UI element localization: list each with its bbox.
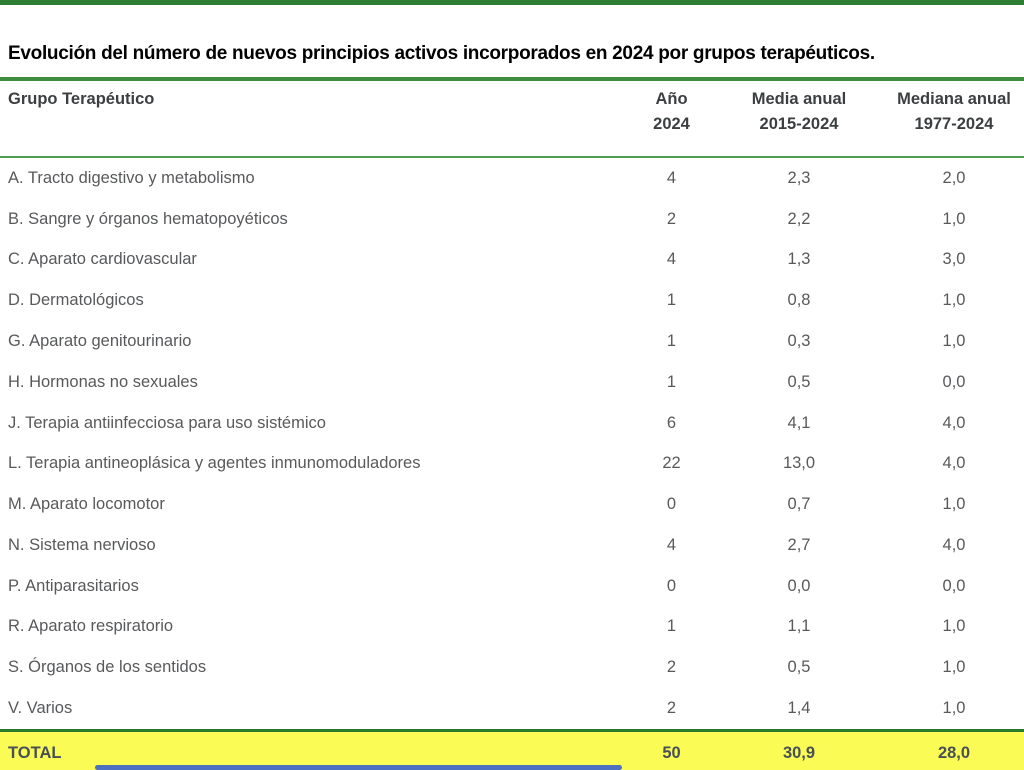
mediana-anual-cell: 1,0 xyxy=(942,495,966,514)
total-label: TOTAL xyxy=(0,728,629,770)
ano-2024-cell: 4 xyxy=(666,168,677,187)
table-row: H. Hormonas no sexuales 1 0,5 0,0 xyxy=(0,362,1024,403)
ano-2024-cell: 2 xyxy=(666,699,677,718)
group-cell: S. Órganos de los sentidos xyxy=(8,658,207,677)
group-cell: P. Antiparasitarios xyxy=(8,576,139,595)
column-header-line2: 2024 xyxy=(653,115,690,133)
group-cell: M. Aparato locomotor xyxy=(8,495,165,514)
group-cell: N. Sistema nervioso xyxy=(8,535,156,554)
media-anual-cell: 2,7 xyxy=(787,535,811,554)
media-anual-cell: 2,2 xyxy=(787,209,811,228)
top-green-rule xyxy=(0,0,1024,5)
total-mediana-anual: 28,0 xyxy=(884,728,1024,770)
title-underline-rule xyxy=(0,77,1024,81)
table-row: M. Aparato locomotor 0 0,7 1,0 xyxy=(0,484,1024,525)
ano-2024-cell: 4 xyxy=(666,250,677,269)
table-row: L. Terapia antineoplásica y agentes inmu… xyxy=(0,443,1024,484)
column-header-line2: 1977-2024 xyxy=(914,115,994,133)
group-cell: A. Tracto digestivo y metabolismo xyxy=(8,168,255,187)
table-row: C. Aparato cardiovascular 4 1,3 3,0 xyxy=(0,240,1024,281)
mediana-anual-cell: 0,0 xyxy=(942,576,966,595)
table-row: N. Sistema nervioso 4 2,7 4,0 xyxy=(0,525,1024,566)
table-row: G. Aparato genitourinario 1 0,3 1,0 xyxy=(0,321,1024,362)
group-cell: J. Terapia antiinfecciosa para uso sisté… xyxy=(8,413,326,432)
group-cell: V. Varios xyxy=(8,699,73,718)
group-cell: C. Aparato cardiovascular xyxy=(8,250,197,269)
media-anual-cell: 1,1 xyxy=(787,617,811,636)
media-anual-cell: 4,1 xyxy=(787,413,811,432)
group-cell: R. Aparato respiratorio xyxy=(8,617,174,636)
mediana-anual-cell: 3,0 xyxy=(942,250,966,269)
table-row: V. Varios 2 1,4 1,0 xyxy=(0,688,1024,730)
page-title: Evolución del número de nuevos principio… xyxy=(8,43,875,64)
column-header-ano-2024: Año 2024 xyxy=(629,81,714,158)
mediana-anual-cell: 1,0 xyxy=(942,617,966,636)
mediana-anual-cell: 1,0 xyxy=(942,291,966,310)
table-row: A. Tracto digestivo y metabolismo 4 2,3 … xyxy=(0,157,1024,199)
media-anual-cell: 13,0 xyxy=(782,454,816,473)
table-row: P. Antiparasitarios 0 0,0 0,0 xyxy=(0,566,1024,607)
column-header-line1: Mediana anual xyxy=(897,90,1011,108)
media-anual-cell: 0,5 xyxy=(787,658,811,677)
table-header: Grupo Terapéutico Año 2024 Media anual 2… xyxy=(0,81,1024,158)
media-anual-cell: 0,5 xyxy=(787,372,811,391)
mediana-anual-cell: 4,0 xyxy=(942,535,966,554)
table-row: R. Aparato respiratorio 1 1,1 1,0 xyxy=(0,607,1024,648)
mediana-anual-cell: 2,0 xyxy=(942,168,966,187)
media-anual-cell: 0,0 xyxy=(787,576,811,595)
table-row: S. Órganos de los sentidos 2 0,5 1,0 xyxy=(0,647,1024,688)
group-cell: G. Aparato genitourinario xyxy=(8,332,192,351)
group-cell: H. Hormonas no sexuales xyxy=(8,372,198,391)
ano-2024-cell: 0 xyxy=(666,576,677,595)
media-anual-cell: 0,8 xyxy=(787,291,811,310)
total-row: TOTAL 50 30,9 28,0 xyxy=(0,728,1024,770)
column-header-line1: Año xyxy=(655,90,688,108)
ano-2024-cell: 22 xyxy=(662,454,681,473)
mediana-anual-cell: 1,0 xyxy=(942,699,966,718)
group-cell: D. Dermatológicos xyxy=(8,291,144,310)
table-row: B. Sangre y órganos hematopoyéticos 2 2,… xyxy=(0,199,1024,240)
mediana-anual-cell: 4,0 xyxy=(942,413,966,432)
ano-2024-cell: 1 xyxy=(666,617,677,636)
ano-2024-cell: 2 xyxy=(666,209,677,228)
ano-2024-cell: 0 xyxy=(666,495,677,514)
therapeutic-groups-table: Grupo Terapéutico Año 2024 Media anual 2… xyxy=(0,81,1024,770)
total-ano-2024: 50 xyxy=(629,728,714,770)
column-header-line1: Grupo Terapéutico xyxy=(8,90,155,108)
table-row: D. Dermatológicos 1 0,8 1,0 xyxy=(0,280,1024,321)
media-anual-cell: 2,3 xyxy=(787,168,811,187)
mediana-anual-cell: 1,0 xyxy=(942,209,966,228)
ano-2024-cell: 2 xyxy=(666,658,677,677)
header-row: Grupo Terapéutico Año 2024 Media anual 2… xyxy=(0,81,1024,158)
ano-2024-cell: 4 xyxy=(666,535,677,554)
media-anual-cell: 0,3 xyxy=(787,332,811,351)
ano-2024-cell: 6 xyxy=(666,413,677,432)
mediana-anual-cell: 1,0 xyxy=(942,332,966,351)
mediana-anual-cell: 1,0 xyxy=(942,658,966,677)
ano-2024-cell: 1 xyxy=(666,372,677,391)
column-header-grupo: Grupo Terapéutico xyxy=(0,81,629,158)
group-cell: L. Terapia antineoplásica y agentes inmu… xyxy=(8,454,421,473)
table-footer: TOTAL 50 30,9 28,0 xyxy=(0,728,1024,770)
media-anual-cell: 1,3 xyxy=(787,250,811,269)
mediana-anual-cell: 4,0 xyxy=(942,454,966,473)
column-header-media-anual: Media anual 2015-2024 xyxy=(714,81,884,158)
table-body: A. Tracto digestivo y metabolismo 4 2,3 … xyxy=(0,157,1024,730)
ano-2024-cell: 1 xyxy=(666,291,677,310)
ano-2024-cell: 1 xyxy=(666,332,677,351)
media-anual-cell: 0,7 xyxy=(787,495,811,514)
total-media-anual: 30,9 xyxy=(714,728,884,770)
column-header-line1: Media anual xyxy=(751,90,847,108)
table-row: J. Terapia antiinfecciosa para uso sisté… xyxy=(0,403,1024,444)
mediana-anual-cell: 0,0 xyxy=(942,372,966,391)
horizontal-scrollbar-thumb[interactable] xyxy=(95,765,622,770)
media-anual-cell: 1,4 xyxy=(787,699,811,718)
column-header-mediana-anual: Mediana anual 1977-2024 xyxy=(884,81,1024,158)
group-cell: B. Sangre y órganos hematopoyéticos xyxy=(8,209,288,228)
column-header-line2: 2015-2024 xyxy=(759,115,839,133)
